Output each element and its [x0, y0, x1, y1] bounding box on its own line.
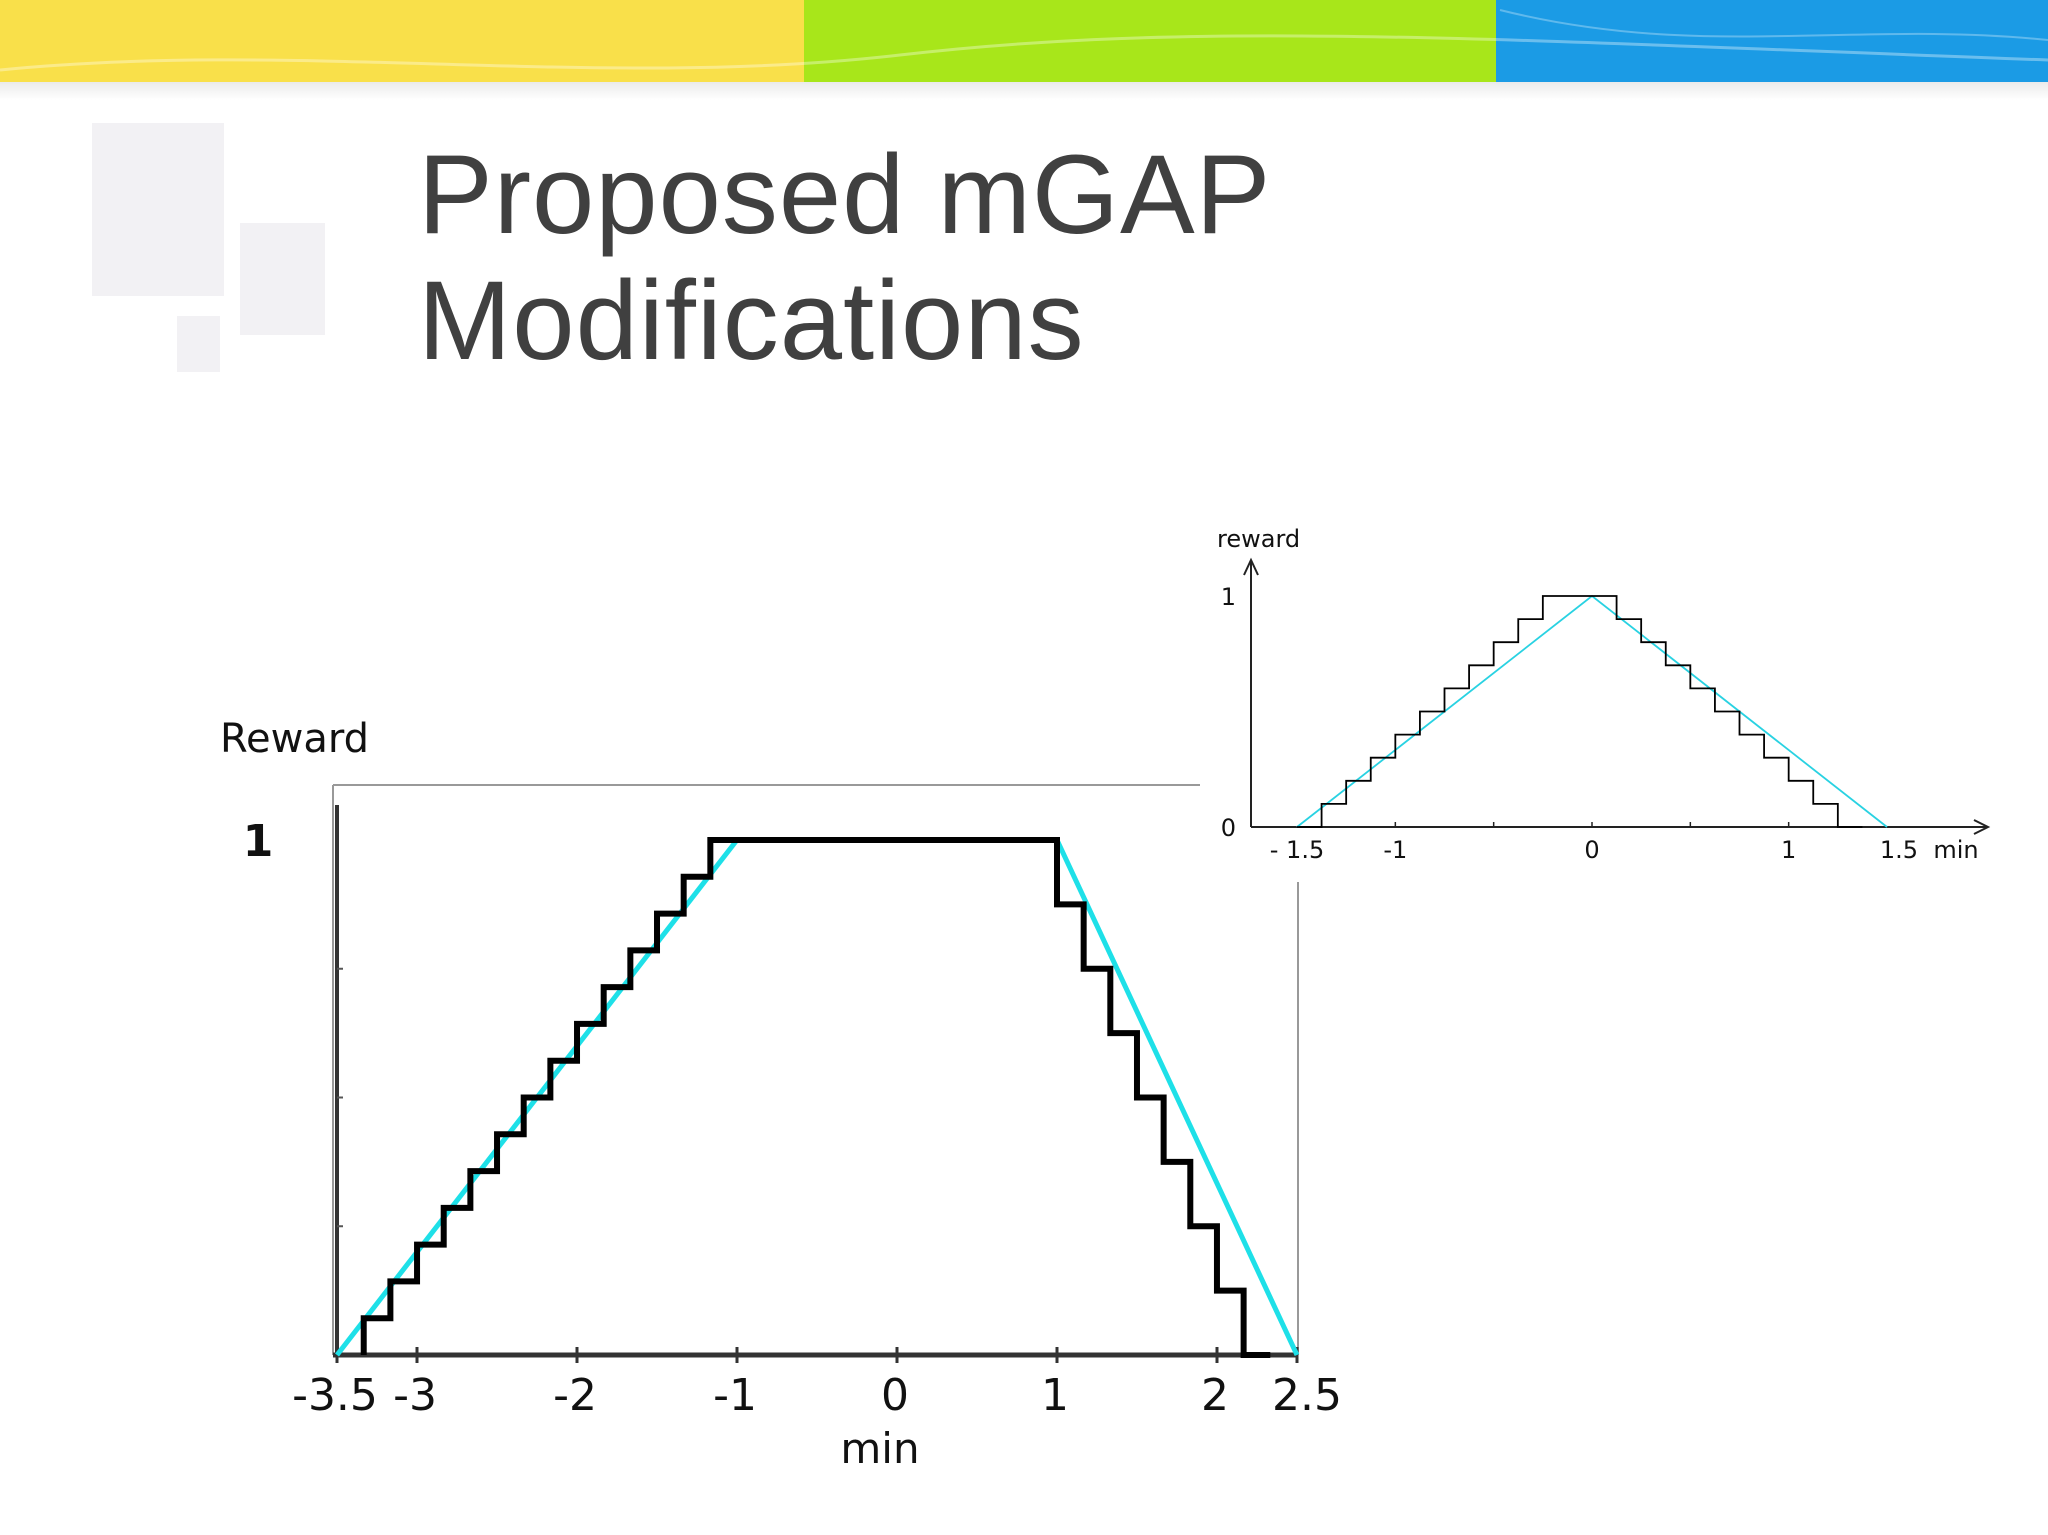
- banner-band-blue: [1496, 0, 2048, 82]
- large-chart-x-tick-label: -2: [553, 1370, 597, 1421]
- large-chart-step-series: [360, 837, 1271, 1358]
- large-chart-x-tick-label: 2: [1201, 1370, 1229, 1421]
- inset-background: [1200, 512, 2000, 882]
- small-chart-x-tick-label: - 1.5: [1270, 836, 1324, 864]
- banner-band-yellow: [0, 0, 804, 82]
- large-chart-x-tick-label: -1: [713, 1370, 757, 1421]
- banner-swoosh-2: [1499, 9, 2048, 41]
- banner-shadow: [0, 82, 2048, 100]
- large-chart-linear-series: [335, 837, 1300, 1357]
- decor-square-small: [177, 316, 220, 372]
- small-reward-chart: - 1.5 -1 0 1 1.5 1 0 min reward: [1200, 512, 2000, 882]
- small-chart-y-tick-label: 0: [1221, 814, 1236, 842]
- large-chart-x-axis-label: min: [840, 1424, 919, 1473]
- large-chart-y-axis-label: Reward: [220, 716, 369, 762]
- decor-square-medium: [240, 223, 325, 335]
- small-chart-x-tick-label: 0: [1584, 836, 1599, 864]
- small-chart-x-axis-label: min: [1933, 836, 1978, 864]
- large-chart-x-tick-label: -3: [393, 1370, 437, 1421]
- small-chart-y-axis-label: reward: [1217, 525, 1300, 553]
- slide-title-line-2: Modifications: [418, 258, 1085, 383]
- large-chart-x-tick-label: -3.5: [292, 1370, 378, 1421]
- slide-title-line-1: Proposed mGAP: [418, 132, 1272, 257]
- small-chart-y-tick-label: 1: [1221, 583, 1236, 611]
- large-chart-x-tick-label: 1: [1041, 1370, 1069, 1421]
- large-chart-x-tick-label: 2.5: [1272, 1370, 1342, 1421]
- small-chart-x-tick-label: -1: [1383, 836, 1407, 864]
- small-chart-x-arrow-icon: [1973, 819, 1991, 835]
- banner-band-green: [804, 0, 1496, 82]
- small-chart-x-tick-label: 1.5: [1880, 836, 1918, 864]
- large-chart-y-tick-label: 1: [243, 816, 274, 867]
- banner-swoosh: [0, 34, 2048, 72]
- small-chart-x-tick-label: 1: [1781, 836, 1796, 864]
- decor-square-large: [92, 123, 224, 296]
- slide-title: Proposed mGAP Modifications: [418, 132, 1271, 384]
- small-chart-y-arrow-icon: [1243, 557, 1259, 576]
- large-chart-x-tick-label: 0: [881, 1370, 909, 1421]
- small-chart-step-series: [1297, 595, 1863, 828]
- header-banner: [0, 0, 2048, 100]
